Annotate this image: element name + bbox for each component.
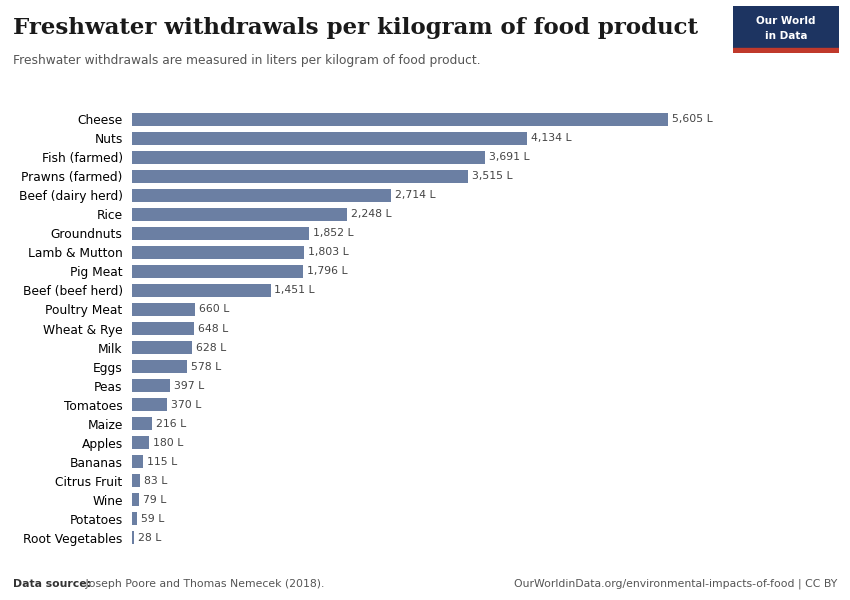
Bar bbox=[132, 531, 134, 544]
Text: Our World: Our World bbox=[756, 16, 816, 26]
Bar bbox=[132, 265, 303, 278]
Text: 79 L: 79 L bbox=[143, 494, 167, 505]
Bar bbox=[132, 189, 391, 202]
Text: 4,134 L: 4,134 L bbox=[531, 133, 571, 143]
Text: 1,852 L: 1,852 L bbox=[313, 229, 354, 238]
Text: Data source:: Data source: bbox=[13, 579, 91, 589]
Text: Joseph Poore and Thomas Nemecek (2018).: Joseph Poore and Thomas Nemecek (2018). bbox=[82, 579, 325, 589]
Text: 216 L: 216 L bbox=[156, 419, 186, 428]
Bar bbox=[132, 284, 270, 297]
Bar bbox=[132, 341, 192, 354]
Bar bbox=[132, 303, 195, 316]
Text: 115 L: 115 L bbox=[146, 457, 177, 467]
Bar bbox=[132, 436, 149, 449]
Bar bbox=[132, 322, 194, 335]
Text: 3,515 L: 3,515 L bbox=[472, 172, 513, 181]
Bar bbox=[132, 417, 152, 430]
Text: Freshwater withdrawals per kilogram of food product: Freshwater withdrawals per kilogram of f… bbox=[13, 17, 698, 39]
Bar bbox=[132, 113, 668, 126]
Text: 578 L: 578 L bbox=[191, 362, 221, 371]
Text: 1,796 L: 1,796 L bbox=[308, 266, 348, 277]
Text: 370 L: 370 L bbox=[171, 400, 201, 410]
Bar bbox=[132, 455, 143, 468]
Text: Freshwater withdrawals are measured in liters per kilogram of food product.: Freshwater withdrawals are measured in l… bbox=[13, 54, 480, 67]
Bar bbox=[132, 379, 170, 392]
Bar bbox=[132, 512, 138, 525]
Text: 397 L: 397 L bbox=[173, 380, 204, 391]
Text: 180 L: 180 L bbox=[153, 437, 183, 448]
Bar bbox=[132, 398, 167, 411]
Text: 5,605 L: 5,605 L bbox=[672, 115, 712, 124]
Text: 648 L: 648 L bbox=[197, 323, 228, 334]
Text: 59 L: 59 L bbox=[141, 514, 165, 524]
Text: 2,248 L: 2,248 L bbox=[350, 209, 391, 220]
Bar bbox=[132, 360, 187, 373]
Text: 660 L: 660 L bbox=[199, 304, 229, 314]
Text: OurWorldinData.org/environmental-impacts-of-food | CC BY: OurWorldinData.org/environmental-impacts… bbox=[514, 578, 837, 589]
Bar bbox=[132, 208, 347, 221]
Bar bbox=[132, 227, 309, 240]
Text: 83 L: 83 L bbox=[144, 476, 167, 485]
Bar bbox=[132, 474, 139, 487]
Text: 28 L: 28 L bbox=[139, 533, 162, 542]
Text: 1,451 L: 1,451 L bbox=[275, 286, 315, 295]
Text: 3,691 L: 3,691 L bbox=[489, 152, 530, 163]
Bar bbox=[132, 246, 304, 259]
Bar bbox=[733, 48, 839, 53]
Bar bbox=[132, 493, 139, 506]
Bar bbox=[132, 170, 468, 183]
Text: in Data: in Data bbox=[765, 31, 808, 41]
Bar bbox=[132, 132, 527, 145]
Text: 2,714 L: 2,714 L bbox=[395, 190, 436, 200]
Text: 628 L: 628 L bbox=[196, 343, 226, 353]
Text: 1,803 L: 1,803 L bbox=[308, 247, 348, 257]
Bar bbox=[132, 151, 484, 164]
